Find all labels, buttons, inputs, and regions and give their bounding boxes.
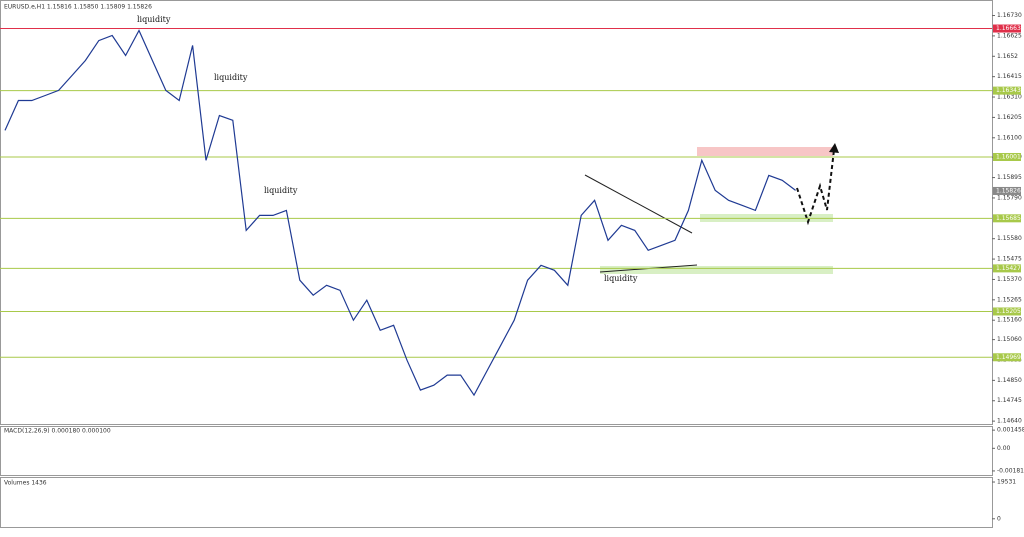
trend-line bbox=[584, 174, 693, 234]
level-label-box bbox=[993, 214, 1021, 223]
level-label: 1.16663 bbox=[996, 25, 1021, 32]
y-tick-label: 1.15895 bbox=[997, 174, 1022, 181]
level-label-box bbox=[993, 152, 1021, 161]
level-label-box bbox=[993, 264, 1021, 273]
y-tick-label: 1.15475 bbox=[997, 256, 1022, 263]
y-tick-label: 0.001458 bbox=[997, 427, 1024, 434]
level-label-box bbox=[993, 86, 1021, 95]
macd-label: MACD(12,26,9) 0.000180 0.000100 bbox=[4, 428, 111, 435]
y-tick-label: 0 bbox=[997, 515, 1001, 522]
volume-frame bbox=[0, 477, 993, 528]
level-label-box bbox=[993, 353, 1021, 362]
y-tick-label: 1.16100 bbox=[997, 134, 1022, 141]
main-frame bbox=[0, 0, 993, 425]
annotation: liquidity bbox=[137, 15, 171, 24]
annotation: liquidity bbox=[264, 186, 298, 195]
y-tick-label: 1.16205 bbox=[997, 114, 1022, 121]
y-tick-label: 1.1652 bbox=[997, 53, 1018, 60]
chart-title: EURUSD.e,H1 1.15816 1.15850 1.15809 1.15… bbox=[4, 4, 152, 11]
y-tick-label: 1.16625 bbox=[997, 32, 1022, 39]
level-label-box bbox=[993, 307, 1021, 316]
last-price-box bbox=[993, 186, 1021, 195]
volume-label: Volumes 1436 bbox=[4, 480, 47, 487]
last-price-label: 1.15826 bbox=[996, 187, 1021, 194]
y-tick-label: 1.15580 bbox=[997, 235, 1022, 242]
y-tick-label: 1.15160 bbox=[997, 317, 1022, 324]
y-tick-label: 1.14745 bbox=[997, 397, 1022, 404]
supply-zone bbox=[697, 147, 833, 156]
level-label: 1.16001 bbox=[996, 153, 1021, 160]
y-tick-label: 1.14640 bbox=[997, 418, 1022, 425]
y-tick-label: 1.15370 bbox=[997, 276, 1022, 283]
y-tick-label: 1.16415 bbox=[997, 73, 1022, 80]
level-label: 1.14969 bbox=[996, 354, 1021, 361]
level-label: 1.16343 bbox=[996, 87, 1021, 94]
y-tick-label: 1.14850 bbox=[997, 377, 1022, 384]
y-tick-label: 1.16310 bbox=[997, 94, 1022, 101]
level-label-box bbox=[993, 24, 1021, 33]
forecast-arrow bbox=[796, 149, 835, 226]
annotation: liquidity bbox=[214, 73, 248, 82]
y-tick-label: -0.001814 bbox=[997, 467, 1024, 474]
y-tick-label: 1.16730 bbox=[997, 12, 1022, 19]
demand-zone bbox=[600, 266, 833, 274]
price-line bbox=[4, 29, 796, 397]
y-tick-label: 1.15790 bbox=[997, 194, 1022, 201]
y-tick-label: 19531 bbox=[997, 479, 1016, 486]
y-tick-label: 1.15060 bbox=[997, 336, 1022, 343]
level-label: 1.15205 bbox=[996, 308, 1021, 315]
arrow-head bbox=[829, 143, 839, 153]
y-tick-label: 0.00 bbox=[997, 445, 1011, 452]
level-label: 1.15427 bbox=[996, 265, 1021, 272]
level-label: 1.15685 bbox=[996, 215, 1021, 222]
y-tick-label: 1.15265 bbox=[997, 296, 1022, 303]
annotation: liquidity bbox=[604, 274, 638, 283]
macd-frame bbox=[0, 426, 993, 476]
